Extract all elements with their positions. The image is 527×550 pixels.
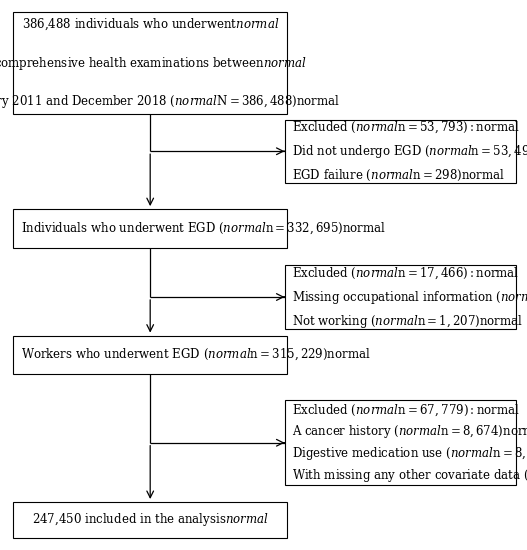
Text: Missing occupational information ($\it{normal}$n$\it{ = 16,259)}$normal: Missing occupational information ($\it{n… bbox=[292, 289, 527, 305]
FancyBboxPatch shape bbox=[13, 209, 287, 248]
Text: Excluded ($\it{normal}$n$\it{ = 67,779):}$normal: Excluded ($\it{normal}$n$\it{ = 67,779):… bbox=[292, 403, 520, 418]
Text: EGD failure ($\it{normal}$n$\it{ = 298)}$normal: EGD failure ($\it{normal}$n$\it{ = 298)}… bbox=[292, 168, 505, 183]
Text: 386,488 individuals who underwent$normal$: 386,488 individuals who underwent$normal… bbox=[22, 17, 279, 32]
FancyBboxPatch shape bbox=[285, 265, 516, 328]
Text: January 2011 and December 2018 ($normal$N$ = 386,488)$normal: January 2011 and December 2018 ($normal$… bbox=[0, 94, 340, 111]
FancyBboxPatch shape bbox=[13, 336, 287, 374]
Text: Excluded ($\it{normal}$n$\it{ = 53,793):}$normal: Excluded ($\it{normal}$n$\it{ = 53,793):… bbox=[292, 119, 520, 135]
Text: A cancer history ($\it{normal}$n$\it{ = 8,674)}$normal: A cancer history ($\it{normal}$n$\it{ = … bbox=[292, 424, 527, 441]
FancyBboxPatch shape bbox=[13, 12, 287, 114]
Text: Did not undergo EGD ($\it{normal}$n$\it{ = 53,495)}$normal: Did not undergo EGD ($\it{normal}$n$\it{… bbox=[292, 143, 527, 160]
FancyBboxPatch shape bbox=[285, 400, 516, 486]
Text: Workers who underwent EGD ($\it{normal}$n$\it{ = 315,229)}$normal: Workers who underwent EGD ($\it{normal}$… bbox=[21, 347, 370, 362]
Text: comprehensive health examinations between$normal$: comprehensive health examinations betwee… bbox=[0, 55, 307, 72]
Text: Not working ($\it{normal}$n$\it{ = 1,207)}$normal: Not working ($\it{normal}$n$\it{ = 1,207… bbox=[292, 312, 524, 329]
Text: Digestive medication use ($\it{normal}$n$\it{ = 8,262)}$normal: Digestive medication use ($\it{normal}$n… bbox=[292, 445, 527, 462]
Text: Individuals who underwent EGD ($\it{normal}$n$\it{ = 332,695)}$normal: Individuals who underwent EGD ($\it{norm… bbox=[21, 221, 386, 236]
Text: Excluded ($\it{normal}$n$\it{ = 17,466):}$normal: Excluded ($\it{normal}$n$\it{ = 17,466):… bbox=[292, 265, 520, 280]
Text: 247,450 included in the analysis$normal$: 247,450 included in the analysis$normal$ bbox=[32, 512, 269, 528]
Text: With missing any other covariate data ($\it{normal}$n$\it{ = 50,843)}$normal: With missing any other covariate data ($… bbox=[292, 466, 527, 483]
FancyBboxPatch shape bbox=[13, 502, 287, 538]
FancyBboxPatch shape bbox=[285, 120, 516, 183]
